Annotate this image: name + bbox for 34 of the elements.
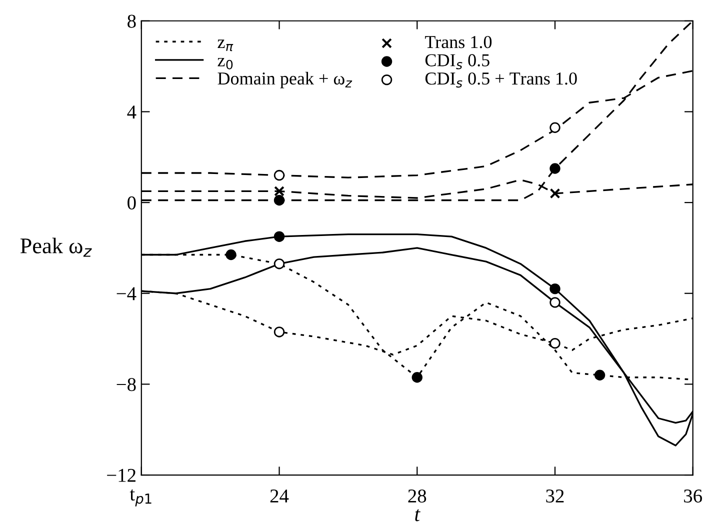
point — [274, 186, 284, 196]
point — [594, 370, 606, 380]
point — [550, 163, 560, 174]
point — [226, 249, 236, 260]
point — [274, 194, 285, 206]
y-axis-title: Peak ω$_{z}$ — [20, 238, 92, 257]
y-tick-label: 8 — [128, 14, 136, 28]
y-tick-label: −8 — [116, 378, 136, 392]
point — [274, 231, 285, 242]
legend-label: Domain peak + ω$_{z}$ — [218, 72, 352, 88]
legend-label: Trans 1.0 — [425, 36, 492, 48]
x-tick-label: 28 — [408, 489, 426, 503]
legend-label: CDI$_{s}$ 0.5 — [425, 54, 490, 70]
legend-label: CDI$_{s}$ 0.5 + Trans 1.0 — [425, 72, 577, 88]
point — [412, 372, 422, 383]
y-tick-label: 0 — [128, 196, 136, 210]
legend-label: z$_{π}$ — [218, 40, 234, 52]
point — [550, 283, 560, 294]
point — [550, 297, 560, 308]
point — [550, 338, 560, 349]
point — [274, 258, 285, 270]
x-axis-title: t — [415, 509, 420, 522]
point — [274, 326, 285, 338]
point — [274, 170, 285, 181]
point — [550, 188, 560, 199]
x-tick-label: 36 — [684, 490, 702, 503]
y-tick-label: −4 — [116, 287, 136, 300]
x-tick-label: 32 — [546, 490, 564, 503]
y-tick-label: 4 — [127, 106, 136, 118]
x-tick-label: 24 — [270, 490, 289, 502]
legend-label: z$_{0}$ — [218, 58, 233, 70]
x-tick-label: t$_{p1}$ — [130, 489, 152, 506]
y-tick-label: −12 — [107, 468, 136, 482]
point — [550, 122, 560, 133]
